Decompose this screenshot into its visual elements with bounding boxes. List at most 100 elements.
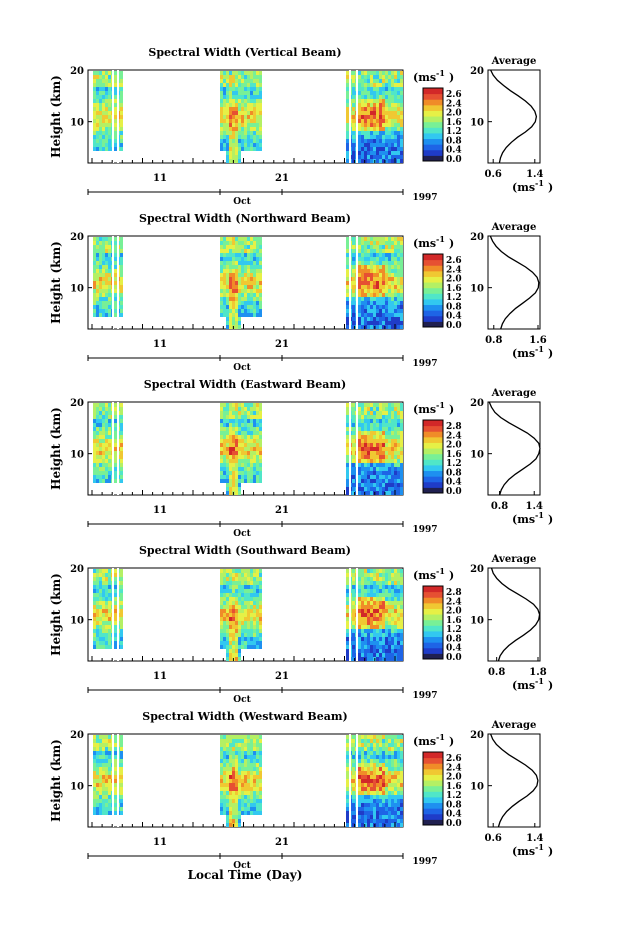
heatmap-cell <box>253 787 256 791</box>
heatmap-cell <box>364 629 367 633</box>
heatmap-cell <box>385 289 388 293</box>
heatmap-cell <box>364 297 367 301</box>
heatmap-cell <box>229 451 232 455</box>
heatmap-cell <box>361 491 364 495</box>
heatmap-cell <box>376 91 379 95</box>
heatmap-cell <box>93 795 96 799</box>
heatmap-cell <box>367 763 370 767</box>
heatmap-cell <box>394 79 397 83</box>
heatmap-cell <box>114 455 117 459</box>
heatmap-cell <box>238 451 241 455</box>
heatmap-cell <box>232 451 235 455</box>
heatmap-cell <box>352 653 355 657</box>
heatmap-cell <box>373 297 376 301</box>
heatmap-cell <box>108 407 111 411</box>
heatmap-cell <box>259 143 262 147</box>
heatmap-cell <box>391 435 394 439</box>
heatmap-cell <box>370 111 373 115</box>
heatmap-cell <box>379 265 382 269</box>
heatmap-cell <box>238 653 241 657</box>
heatmap-cell <box>232 613 235 617</box>
heatmap-cell <box>388 447 391 451</box>
heatmap-cell <box>373 815 376 819</box>
heatmap-cell <box>361 87 364 91</box>
heatmap-cell <box>253 119 256 123</box>
heatmap-cell <box>120 811 123 815</box>
heatmap-cell <box>259 755 262 759</box>
heatmap-cell <box>361 819 364 823</box>
heatmap-cell <box>238 823 241 827</box>
heatmap-cell <box>382 791 385 795</box>
heatmap-cell <box>364 427 367 431</box>
heatmap-cell <box>253 593 256 597</box>
heatmap-cell <box>394 119 397 123</box>
heatmap-cell <box>346 269 349 273</box>
heatmap-cell <box>391 127 394 131</box>
heatmap-cell <box>358 775 361 779</box>
heatmap-cell <box>120 775 123 779</box>
heatmap-cell <box>120 787 123 791</box>
heatmap-cell <box>397 487 400 491</box>
heatmap-cell <box>96 119 99 123</box>
heatmap-cell <box>400 577 403 581</box>
heatmap-cell <box>105 629 108 633</box>
heatmap-cell <box>256 573 259 577</box>
heatmap-cell <box>223 759 226 763</box>
heatmap-cell <box>253 471 256 475</box>
heatmap-cell <box>105 747 108 751</box>
heatmap-cell <box>247 593 250 597</box>
heatmap-cell <box>220 79 223 83</box>
heatmap-cell <box>400 99 403 103</box>
heatmap-cell <box>370 95 373 99</box>
heatmap-cell <box>352 75 355 79</box>
heatmap-cell <box>241 803 244 807</box>
heatmap-cell <box>367 775 370 779</box>
heatmap-cell <box>96 297 99 301</box>
heatmap-cell <box>364 107 367 111</box>
heatmap-cell <box>385 597 388 601</box>
heatmap-cell <box>232 257 235 261</box>
heatmap-cell <box>241 79 244 83</box>
heatmap-cell <box>102 451 105 455</box>
average-x-label-close: ) <box>548 513 553 526</box>
heatmap-cell <box>346 297 349 301</box>
heatmap-cell <box>93 281 96 285</box>
heatmap-cell <box>358 249 361 253</box>
heatmap-cell <box>229 815 232 819</box>
heatmap-cell <box>238 771 241 775</box>
heatmap-cell <box>373 419 376 423</box>
heatmap-cell <box>367 451 370 455</box>
heatmap-cell <box>223 111 226 115</box>
y-tick-label: 20 <box>70 232 84 243</box>
heatmap-cell <box>367 309 370 313</box>
heatmap-cell <box>379 257 382 261</box>
heatmap-cell <box>382 325 385 329</box>
heatmap-cell <box>247 261 250 265</box>
heatmap-cell <box>114 111 117 115</box>
heatmap-cell <box>235 285 238 289</box>
heatmap-cell <box>352 241 355 245</box>
heatmap-cell <box>382 407 385 411</box>
heatmap-cell <box>352 569 355 573</box>
heatmap-cell <box>120 467 123 471</box>
heatmap-cell <box>102 629 105 633</box>
heatmap-cell <box>400 435 403 439</box>
heatmap-cell <box>250 123 253 127</box>
heatmap-cell <box>253 443 256 447</box>
heatmap-cell <box>382 273 385 277</box>
heatmap-cell <box>238 415 241 419</box>
heatmap-cell <box>400 305 403 309</box>
heatmap-cell <box>370 431 373 435</box>
heatmap-cell <box>373 431 376 435</box>
panel-4: Spectral Width (Westward Beam)Height (km… <box>49 710 553 871</box>
heatmap-cell <box>235 325 238 329</box>
heatmap-cell <box>388 467 391 471</box>
heatmap-cell <box>241 459 244 463</box>
heatmap-cell <box>376 815 379 819</box>
heatmap-cell <box>223 763 226 767</box>
heatmap-cell <box>391 317 394 321</box>
heatmap-cell <box>400 475 403 479</box>
heatmap-cell <box>379 277 382 281</box>
heatmap-cell <box>99 423 102 427</box>
heatmap-cell <box>397 257 400 261</box>
